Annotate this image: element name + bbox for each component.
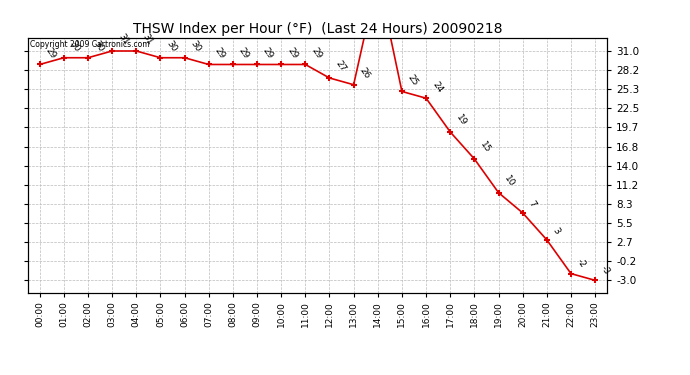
Text: 15: 15 <box>479 140 493 155</box>
Text: -2: -2 <box>575 257 588 270</box>
Text: 29: 29 <box>286 46 299 60</box>
Text: 24: 24 <box>431 80 444 94</box>
Text: Copyright 2009 Cartronics.com: Copyright 2009 Cartronics.com <box>30 40 150 49</box>
Text: 30: 30 <box>68 39 82 54</box>
Text: 30: 30 <box>189 39 203 54</box>
Text: 19: 19 <box>455 113 469 128</box>
Text: 29: 29 <box>44 46 58 60</box>
Text: 31: 31 <box>141 32 155 47</box>
Text: 7: 7 <box>527 199 538 209</box>
Text: 3: 3 <box>551 226 562 236</box>
Text: 25: 25 <box>406 73 420 87</box>
Text: 10: 10 <box>503 174 517 189</box>
Text: 30: 30 <box>92 39 106 54</box>
Text: 29: 29 <box>262 46 275 60</box>
Text: 29: 29 <box>213 46 227 60</box>
Text: 29: 29 <box>237 46 251 60</box>
Text: 29: 29 <box>310 46 324 60</box>
Text: 42: 42 <box>0 374 1 375</box>
Text: -3: -3 <box>600 264 612 276</box>
Text: 30: 30 <box>165 39 179 54</box>
Text: 27: 27 <box>334 59 348 74</box>
Text: 26: 26 <box>358 66 372 81</box>
Title: THSW Index per Hour (°F)  (Last 24 Hours) 20090218: THSW Index per Hour (°F) (Last 24 Hours)… <box>132 22 502 36</box>
Text: 31: 31 <box>117 32 130 47</box>
